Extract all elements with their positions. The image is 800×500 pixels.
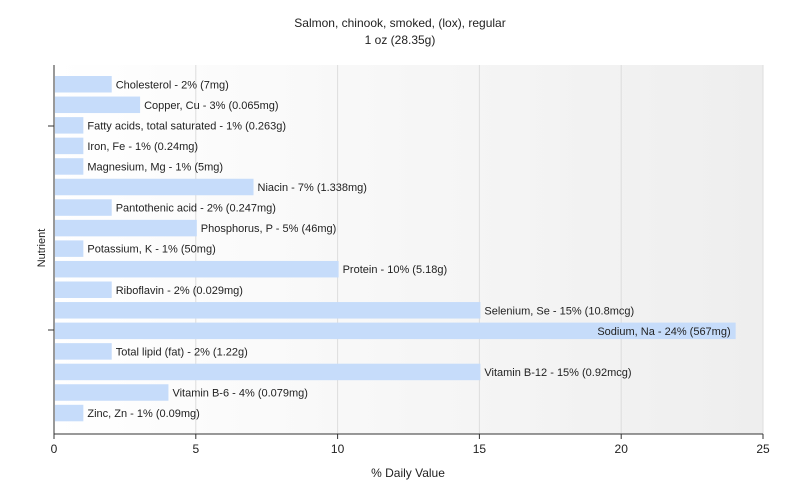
bar-label: Selenium, Se - 15% (10.8mcg): [484, 305, 634, 317]
bar: [55, 322, 736, 340]
bars: [55, 76, 736, 422]
bar-label: Copper, Cu - 3% (0.065mg): [144, 100, 279, 112]
bar-labels: Cholesterol - 2% (7mg) Copper, Cu - 3% (0…: [87, 79, 730, 420]
bar: [55, 343, 112, 360]
bar: [55, 302, 481, 319]
bar: [55, 240, 84, 257]
bar: [55, 178, 254, 196]
y-axis-label: Nutrient: [36, 229, 48, 268]
bar-label: Potassium, K - 1% (50mg): [87, 244, 215, 256]
bar: [55, 384, 169, 401]
bar-label: Phosphorus, P - 5% (46mg): [201, 223, 337, 235]
bar: [55, 219, 197, 237]
x-tick-label: 5: [192, 442, 199, 456]
bar-label: Protein - 10% (5.18g): [343, 264, 448, 276]
x-tick-label: 20: [615, 442, 629, 456]
x-tick-label: 10: [331, 442, 345, 456]
axes: [48, 65, 763, 435]
bar-label: Fatty acids, total saturated - 1% (0.263…: [87, 120, 286, 132]
bar: [55, 76, 112, 93]
bar: [55, 137, 84, 155]
bar: [55, 96, 141, 114]
bar-label: Iron, Fe - 1% (0.24mg): [87, 141, 198, 153]
x-axis-ticks: 0 5 10 15 20 25: [51, 434, 770, 456]
bar-label: Vitamin B-12 - 15% (0.92mcg): [484, 367, 631, 379]
chart-subtitle: 1 oz (28.35g): [364, 33, 436, 47]
bar-label: Pantothenic acid - 2% (0.247mg): [116, 203, 276, 215]
bar: [55, 199, 112, 216]
chart-title: Salmon, chinook, smoked, (lox), regular: [294, 16, 506, 30]
bar: [55, 117, 84, 134]
bar-label: Zinc, Zn - 1% (0.09mg): [87, 408, 199, 420]
x-tick-label: 0: [51, 442, 58, 456]
bar: [55, 404, 84, 422]
bar-label: Sodium, Na - 24% (567mg): [597, 326, 730, 338]
bar-label: Vitamin B-6 - 4% (0.079mg): [172, 388, 308, 400]
x-axis-label: % Daily Value: [371, 466, 445, 480]
bar-label: Total lipid (fat) - 2% (1.22g): [116, 346, 248, 358]
bar-label: Niacin - 7% (1.338mg): [258, 182, 367, 194]
x-tick-label: 25: [756, 442, 770, 456]
bar: [55, 260, 339, 278]
bar-label: Riboflavin - 2% (0.029mg): [116, 285, 243, 297]
bar-label: Magnesium, Mg - 1% (5mg): [87, 161, 223, 173]
bar: [55, 158, 84, 175]
x-tick-label: 15: [473, 442, 487, 456]
bar: [55, 281, 112, 298]
bar: [55, 363, 481, 381]
bar-label: Cholesterol - 2% (7mg): [116, 79, 229, 91]
